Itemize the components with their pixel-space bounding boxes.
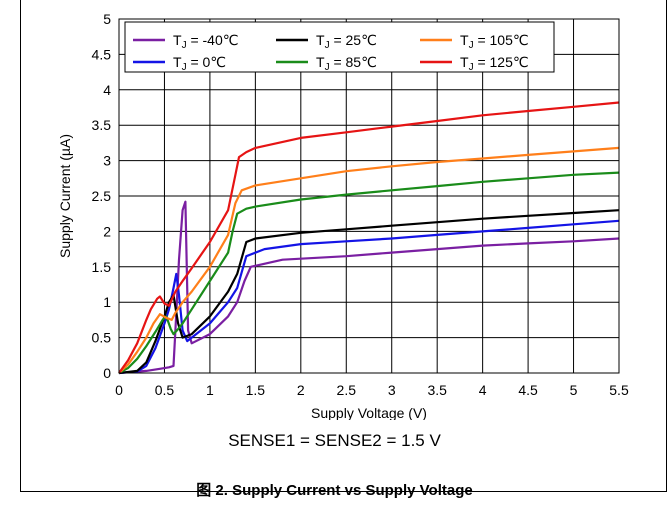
y-tick-label: 4.5 bbox=[92, 46, 112, 62]
series-line-4 bbox=[118, 146, 620, 374]
chart: 0 0.5 1 1.5 2 2.5 3 3.5 4 4.5 5 5.5 0 0.5 1 1.5 2 2.5 3 3.5… bbox=[57, 11, 629, 420]
x-tick-label: 2.5 bbox=[337, 382, 357, 398]
plot-border bbox=[118, 18, 620, 374]
y-tick-label: 4 bbox=[103, 82, 111, 98]
x-tick-label: 2 bbox=[297, 382, 305, 398]
x-tick-label: 4.5 bbox=[518, 382, 538, 398]
y-tick-label: 0 bbox=[103, 365, 111, 381]
condition-note: SENSE1 = SENSE2 = 1.5 V bbox=[228, 431, 441, 450]
y-tick-label: 3 bbox=[103, 153, 111, 169]
y-axis-label: Supply Current (µA) bbox=[57, 134, 73, 258]
y-tick-label: 1.5 bbox=[92, 259, 112, 275]
y-tick-label: 0.5 bbox=[92, 330, 112, 346]
y-tick-label: 5 bbox=[103, 11, 111, 27]
x-tick-label: 3.5 bbox=[427, 382, 447, 398]
series-lines bbox=[118, 101, 620, 375]
series-line-0 bbox=[118, 200, 620, 375]
legend-entry: TJ = -40℃ bbox=[173, 32, 238, 51]
figure-frame bbox=[20, 0, 667, 492]
series-line-5 bbox=[118, 101, 620, 374]
legend: TJ = -40℃ TJ = 25℃ TJ = 105℃ TJ = 0℃ TJ = 85… bbox=[124, 21, 555, 73]
figure-caption: 图 2. Supply Current vs Supply Voltage bbox=[196, 482, 473, 499]
y-tick-label: 3.5 bbox=[92, 117, 112, 133]
tick-labels: 0 0.5 1 1.5 2 2.5 3 3.5 4 4.5 5 5.5 0 0.5 1 1.5 2 2.5 3 3.5… bbox=[92, 11, 629, 398]
x-tick-label: 1.5 bbox=[246, 382, 266, 398]
x-tick-label: 5.5 bbox=[609, 382, 629, 398]
y-tick-label: 2.5 bbox=[92, 188, 112, 204]
y-tick-label: 1 bbox=[103, 294, 111, 310]
series-line-3 bbox=[118, 171, 620, 374]
legend-entry: TJ = 0℃ bbox=[173, 54, 226, 73]
series-line-2 bbox=[118, 209, 620, 375]
x-tick-label: 4 bbox=[479, 382, 487, 398]
x-tick-label: 3 bbox=[388, 382, 396, 398]
x-tick-label: 5 bbox=[570, 382, 578, 398]
y-tick-label: 2 bbox=[103, 223, 111, 239]
x-axis-label: Supply Voltage (V) bbox=[311, 405, 427, 420]
series-line-1 bbox=[118, 219, 620, 375]
legend-entry: TJ = 25℃ bbox=[316, 32, 377, 51]
legend-entry: TJ = 105℃ bbox=[460, 32, 529, 51]
legend-box bbox=[124, 21, 555, 73]
x-tick-label: 1 bbox=[206, 382, 214, 398]
x-tick-label: 0 bbox=[115, 382, 123, 398]
x-tick-label: 0.5 bbox=[155, 382, 175, 398]
legend-entry: TJ = 85℃ bbox=[316, 54, 377, 73]
legend-entry: TJ = 125℃ bbox=[460, 54, 529, 73]
